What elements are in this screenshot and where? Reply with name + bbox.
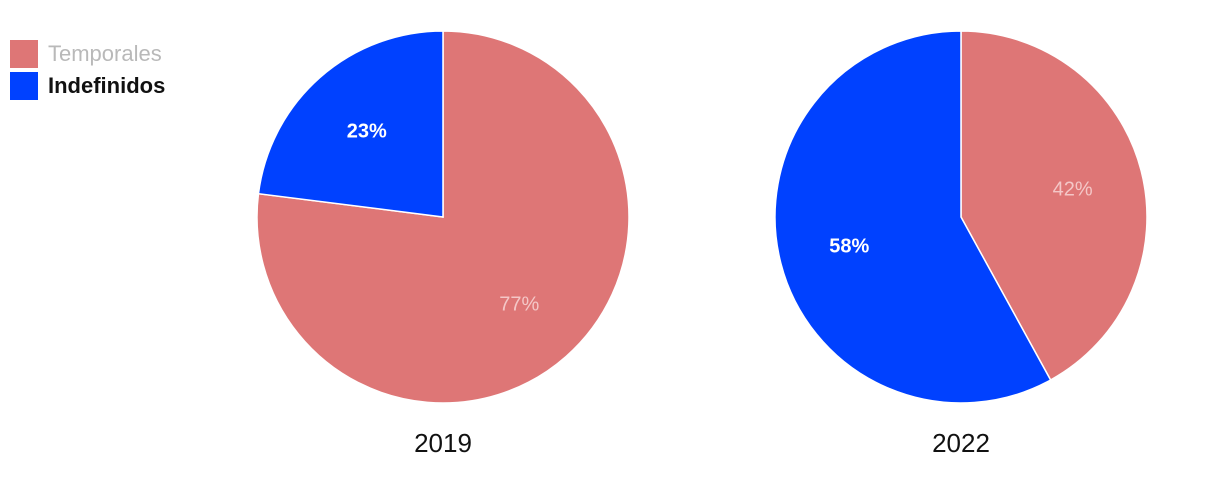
legend-item-indefinidos[interactable]: Indefinidos [10, 70, 165, 102]
pie-label-2019-indefinidos: 23% [347, 121, 387, 143]
legend-label-temporales: Temporales [48, 41, 162, 66]
pie-slice-2019-indefinidos[interactable] [257, 30, 444, 218]
pie-title-2019: 2019 [414, 428, 472, 458]
pie-label-2022-indefinidos: 58% [829, 236, 869, 258]
pie-chart-2022: 42% 58% 2022 [774, 30, 1148, 458]
pie-label-2022-temporales: 42% [1053, 178, 1093, 200]
legend-item-temporales[interactable]: Temporales [10, 38, 165, 70]
legend-label-indefinidos: Indefinidos [48, 73, 166, 98]
pie-slice-2022-temporales[interactable] [960, 30, 1148, 382]
pie-title-2022: 2022 [932, 428, 990, 458]
legend-swatch-temporales [10, 40, 38, 68]
pie-chart-2019: 77% 23% 2019 [256, 30, 630, 458]
legend-swatch-indefinidos [10, 72, 38, 100]
pie-slice-2022-indefinidos[interactable] [774, 30, 1052, 404]
legend: Temporales Indefinidos [10, 38, 165, 102]
pie-label-2019-temporales: 77% [499, 294, 539, 316]
